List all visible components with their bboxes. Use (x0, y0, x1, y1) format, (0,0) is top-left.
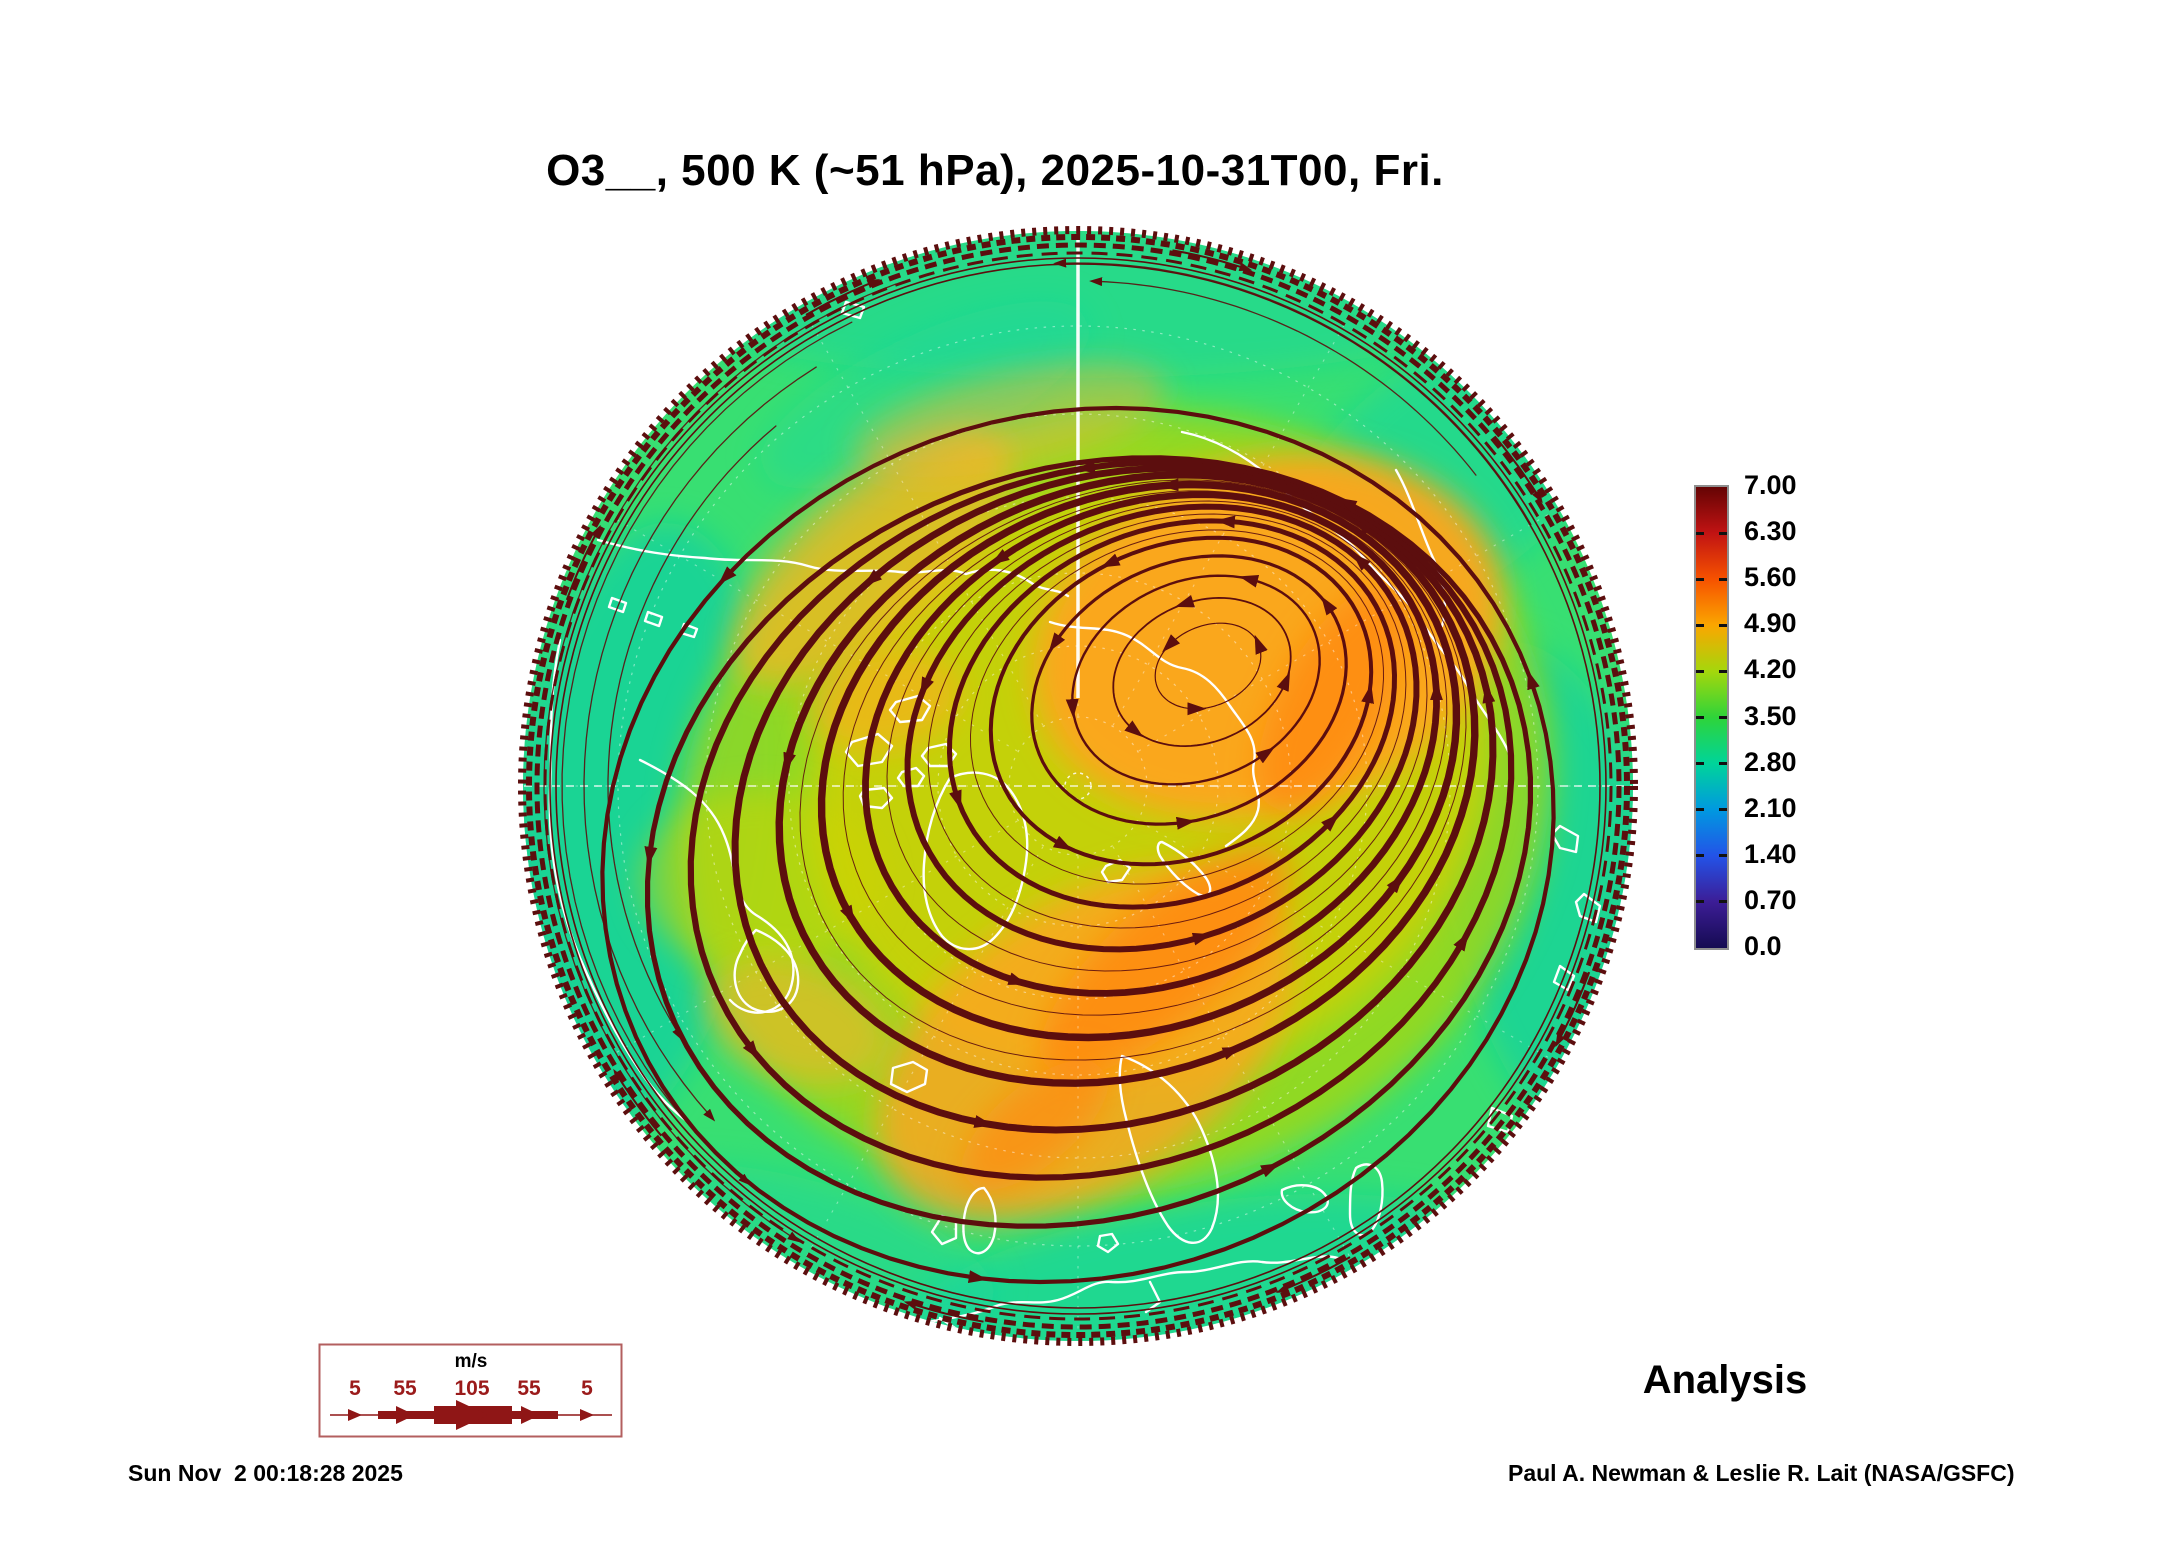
colorbar-tick-label: 3.50 (1744, 700, 1797, 731)
colorbar-tick (1719, 531, 1727, 535)
colorbar-tick (1719, 577, 1727, 581)
colorbar-tick-label: 2.10 (1744, 792, 1797, 823)
colorbar-tick (1696, 623, 1704, 627)
credit: Paul A. Newman & Leslie R. Lait (NASA/GS… (1508, 1460, 2015, 1486)
colorbar-tick-label: 5.60 (1744, 562, 1797, 593)
map-boundary-rings (518, 226, 1638, 1346)
wind-speed-ribbon (330, 1400, 612, 1430)
wind-speed-label: 5 (349, 1377, 361, 1400)
colorbar-tick (1719, 900, 1727, 904)
analysis-label: Analysis (1642, 1358, 1808, 1402)
colorbar-tick (1696, 808, 1704, 812)
colorbar-tick-label: 2.80 (1744, 746, 1797, 777)
colorbar-tick (1696, 900, 1704, 904)
colorbar-tick (1696, 854, 1704, 858)
colorbar-tick (1719, 854, 1727, 858)
colorbar-tick-label: 0.70 (1744, 884, 1797, 915)
colorbar-tick (1719, 669, 1727, 673)
colorbar-tick (1719, 623, 1727, 627)
wind-speed-legend: m/s 5 55 105 55 5 (318, 1343, 623, 1438)
colorbar-tick (1696, 669, 1704, 673)
timestamp: Sun Nov 2 00:18:28 2025 (128, 1460, 403, 1486)
colorbar-tick-label: 4.20 (1744, 654, 1797, 685)
colorbar-tick-label: 1.40 (1744, 838, 1797, 869)
colorbar-tick (1719, 762, 1727, 766)
wind-speed-label: 5 (581, 1377, 593, 1400)
colorbar-tick-label: 4.90 (1744, 608, 1797, 639)
colorbar-tick-label: 6.30 (1744, 516, 1797, 547)
figure-title: O3__, 500 K (~51 hPa), 2025-10-31T00, Fr… (546, 146, 1444, 195)
wind-legend-units: m/s (455, 1351, 488, 1372)
wind-speed-label: 105 (454, 1377, 489, 1400)
colorbar-tick-label: 7.00 (1744, 470, 1797, 500)
colorbar-tick (1719, 808, 1727, 812)
colorbar-tick (1696, 577, 1704, 581)
wind-streamlines (543, 258, 1556, 1285)
colorbar-tick-label: 0.0 (1744, 931, 1782, 961)
colorbar-tick (1696, 531, 1704, 535)
wind-legend-speed-labels: 5 55 105 55 5 (349, 1377, 593, 1400)
wind-speed-label: 55 (393, 1377, 417, 1400)
colorbar-tick (1696, 762, 1704, 766)
colorbar (1694, 485, 1729, 950)
wind-speed-label: 55 (517, 1377, 541, 1400)
colorbar-tick (1719, 716, 1727, 719)
ozone-field (523, 231, 1633, 1341)
colorbar-tick (1696, 716, 1704, 719)
